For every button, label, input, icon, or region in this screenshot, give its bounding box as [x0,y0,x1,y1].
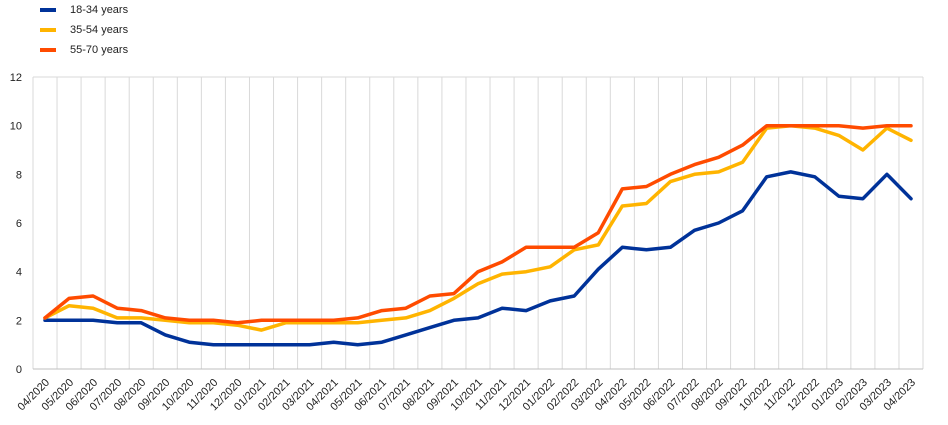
legend-item-55-70: 55-70 years [40,40,128,60]
y-tick-label: 10 [10,121,22,133]
y-tick-label: 8 [16,169,22,181]
series-line-18-34-years [43,170,913,347]
y-tick-label: 12 [10,72,22,84]
legend-swatch-55-70 [40,48,56,52]
series-line-35-54-years [43,123,913,332]
legend-item-35-54: 35-54 years [40,20,128,40]
y-tick-label: 6 [16,218,22,230]
legend-swatch-35-54 [40,28,56,32]
legend-label-55-70: 55-70 years [70,44,129,56]
y-tick-label: 2 [16,315,22,327]
chart-legend: 18-34 years 35-54 years 55-70 years [40,0,128,60]
legend-item-18-34: 18-34 years [40,0,128,20]
y-tick-label: 4 [16,267,22,279]
y-tick-label: 0 [16,364,22,376]
legend-swatch-18-34 [40,8,56,12]
series-line-55-70-years [43,123,913,325]
legend-label-35-54: 35-54 years [70,24,129,36]
legend-label-18-34: 18-34 years [70,4,129,16]
